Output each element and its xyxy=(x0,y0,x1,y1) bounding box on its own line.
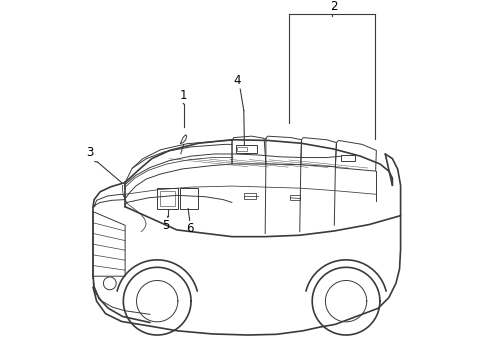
Bar xyxy=(180,188,198,208)
Text: 4: 4 xyxy=(232,75,240,87)
Text: 6: 6 xyxy=(186,222,194,235)
Bar xyxy=(340,155,354,161)
Circle shape xyxy=(103,277,116,290)
Bar xyxy=(157,188,178,208)
Polygon shape xyxy=(180,135,186,144)
Text: 1: 1 xyxy=(179,89,186,102)
Text: 3: 3 xyxy=(85,145,93,159)
Text: 5: 5 xyxy=(162,219,169,232)
Bar xyxy=(237,147,247,151)
Bar xyxy=(244,193,256,199)
Bar xyxy=(289,195,300,200)
Bar xyxy=(236,145,257,153)
Text: 2: 2 xyxy=(329,0,337,13)
Bar xyxy=(160,191,175,206)
